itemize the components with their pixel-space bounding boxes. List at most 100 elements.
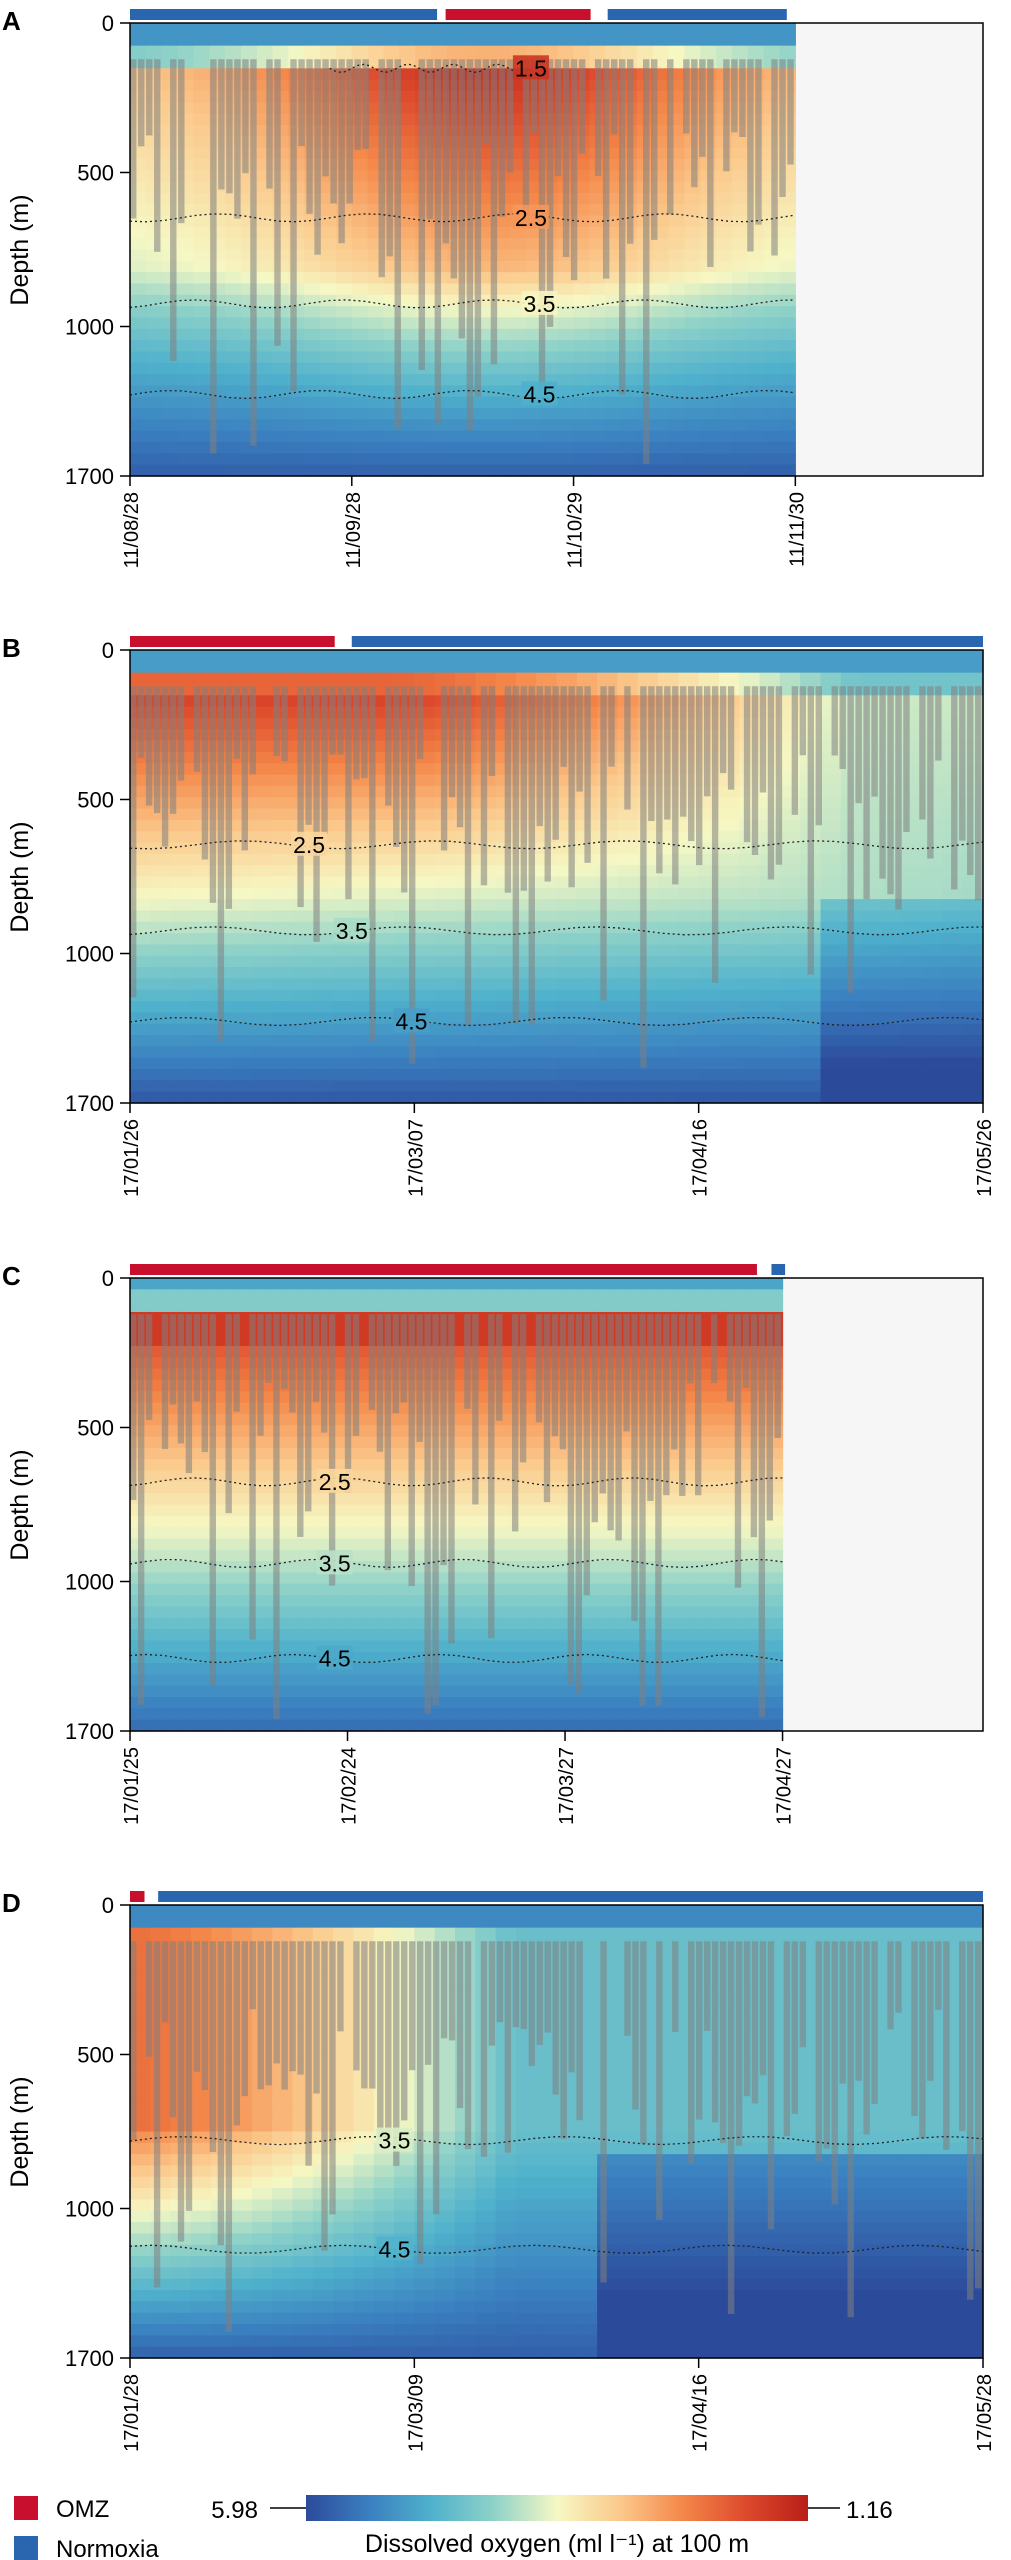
heatmap-cell [475, 944, 497, 957]
profile-bar [863, 686, 870, 900]
heatmap-cell [312, 910, 334, 923]
heatmap-cell [367, 158, 385, 171]
heatmap-cell [605, 136, 622, 149]
heatmap-cell [170, 1057, 192, 1070]
heatmap-cell [962, 1057, 984, 1070]
heatmap-cell [254, 1481, 271, 1494]
profile-bar [951, 686, 958, 890]
heatmap-cell [373, 683, 395, 696]
heatmap-cell [718, 899, 740, 912]
heatmap-cell [272, 328, 290, 341]
heatmap-cell [627, 1640, 644, 1653]
heatmap-cell [288, 45, 305, 58]
heatmap-cell [861, 865, 883, 878]
heatmap-cell [549, 1459, 566, 1472]
profile-bar [442, 59, 450, 244]
heatmap-cell [238, 1606, 255, 1619]
heatmap-cell [383, 464, 400, 477]
heatmap-cell [331, 1538, 349, 1551]
heatmap-cell [333, 1091, 355, 1104]
heatmap-cell [840, 650, 862, 662]
heatmap-cell [652, 294, 670, 307]
heatmap-cell [446, 351, 464, 364]
heatmap-cell [193, 34, 210, 47]
heatmap-cell [240, 385, 258, 398]
heatmap-cell [658, 819, 679, 832]
profile-bar [249, 686, 256, 775]
heatmap-cell [161, 1413, 178, 1426]
heatmap-cell [526, 226, 543, 239]
heatmap-cell [716, 385, 733, 398]
heatmap-cell [347, 1651, 364, 1664]
profile-bar [458, 59, 466, 339]
profile-bar [667, 59, 674, 215]
heatmap-cell [193, 283, 210, 296]
heatmap-cell [576, 967, 598, 980]
heatmap-cell [240, 374, 258, 386]
heatmap-cell [779, 362, 796, 375]
heatmap-cell [367, 294, 385, 307]
heatmap-cell [526, 170, 543, 183]
heatmap-cell [589, 453, 606, 466]
heatmap-cell [617, 650, 639, 662]
heatmap-cell [333, 853, 355, 866]
profile-bar [137, 686, 145, 758]
heatmap-cell [161, 464, 179, 477]
heatmap-cell [251, 706, 273, 719]
heatmap-cell [347, 1561, 364, 1574]
heatmap-cell [161, 1300, 178, 1313]
heatmap-cell [130, 204, 147, 217]
profile-bar [536, 686, 543, 827]
heatmap-cell [331, 1629, 349, 1641]
heatmap-cell [576, 661, 598, 674]
heatmap-cell [779, 751, 801, 764]
profile-bar [506, 59, 514, 173]
heatmap-cell [487, 1697, 504, 1709]
heatmap-cell [170, 865, 192, 878]
heatmap-cell [617, 1080, 639, 1093]
heatmap-cell [367, 396, 385, 409]
heatmap-cell [238, 1470, 255, 1483]
heatmap-cell [145, 294, 163, 307]
heatmap-cell [487, 1481, 504, 1494]
heatmap-cell [192, 1459, 209, 1472]
heatmap-cell [161, 328, 179, 341]
heatmap-cell [238, 1402, 255, 1415]
heatmap-cell [409, 1583, 426, 1596]
heatmap-cell [627, 1651, 644, 1664]
heatmap-cell [637, 1091, 659, 1104]
heatmap-cell [962, 933, 984, 946]
heatmap-cell [861, 910, 883, 923]
heatmap-cell [130, 181, 147, 194]
profile-bar [815, 686, 822, 826]
heatmap-cell [150, 740, 172, 753]
profile-bar [528, 686, 535, 1025]
heatmap-cell [556, 717, 578, 730]
heatmap-cell [759, 955, 781, 968]
heatmap-cell [192, 1697, 209, 1709]
heatmap-cell [292, 1001, 314, 1013]
heatmap-cell [292, 650, 314, 662]
panel-b-contours: 2.53.54.5 [129, 831, 984, 1034]
heatmap-cell [526, 464, 543, 477]
heatmap-cell [177, 374, 194, 386]
heatmap-cell [605, 260, 622, 273]
heatmap-cell [901, 1001, 923, 1013]
heatmap-cell [209, 215, 226, 228]
heatmap-cell [320, 249, 337, 262]
heatmap-cell [536, 1046, 558, 1059]
heatmap-cell [333, 831, 355, 844]
heatmap-cell [130, 238, 147, 251]
heatmap-cell [556, 1001, 578, 1013]
heatmap-cell [759, 1035, 781, 1047]
heatmap-cell [192, 1504, 209, 1517]
heatmap-cell [861, 899, 883, 912]
heatmap-cell [763, 328, 781, 341]
heatmap-cell [526, 181, 543, 194]
heatmap-cell [353, 1069, 375, 1081]
heatmap-cell [161, 1515, 178, 1528]
heatmap-cell [414, 774, 436, 787]
heatmap-cell [576, 1091, 598, 1104]
heatmap-cell [541, 453, 559, 466]
heatmap-cell [502, 1697, 520, 1709]
